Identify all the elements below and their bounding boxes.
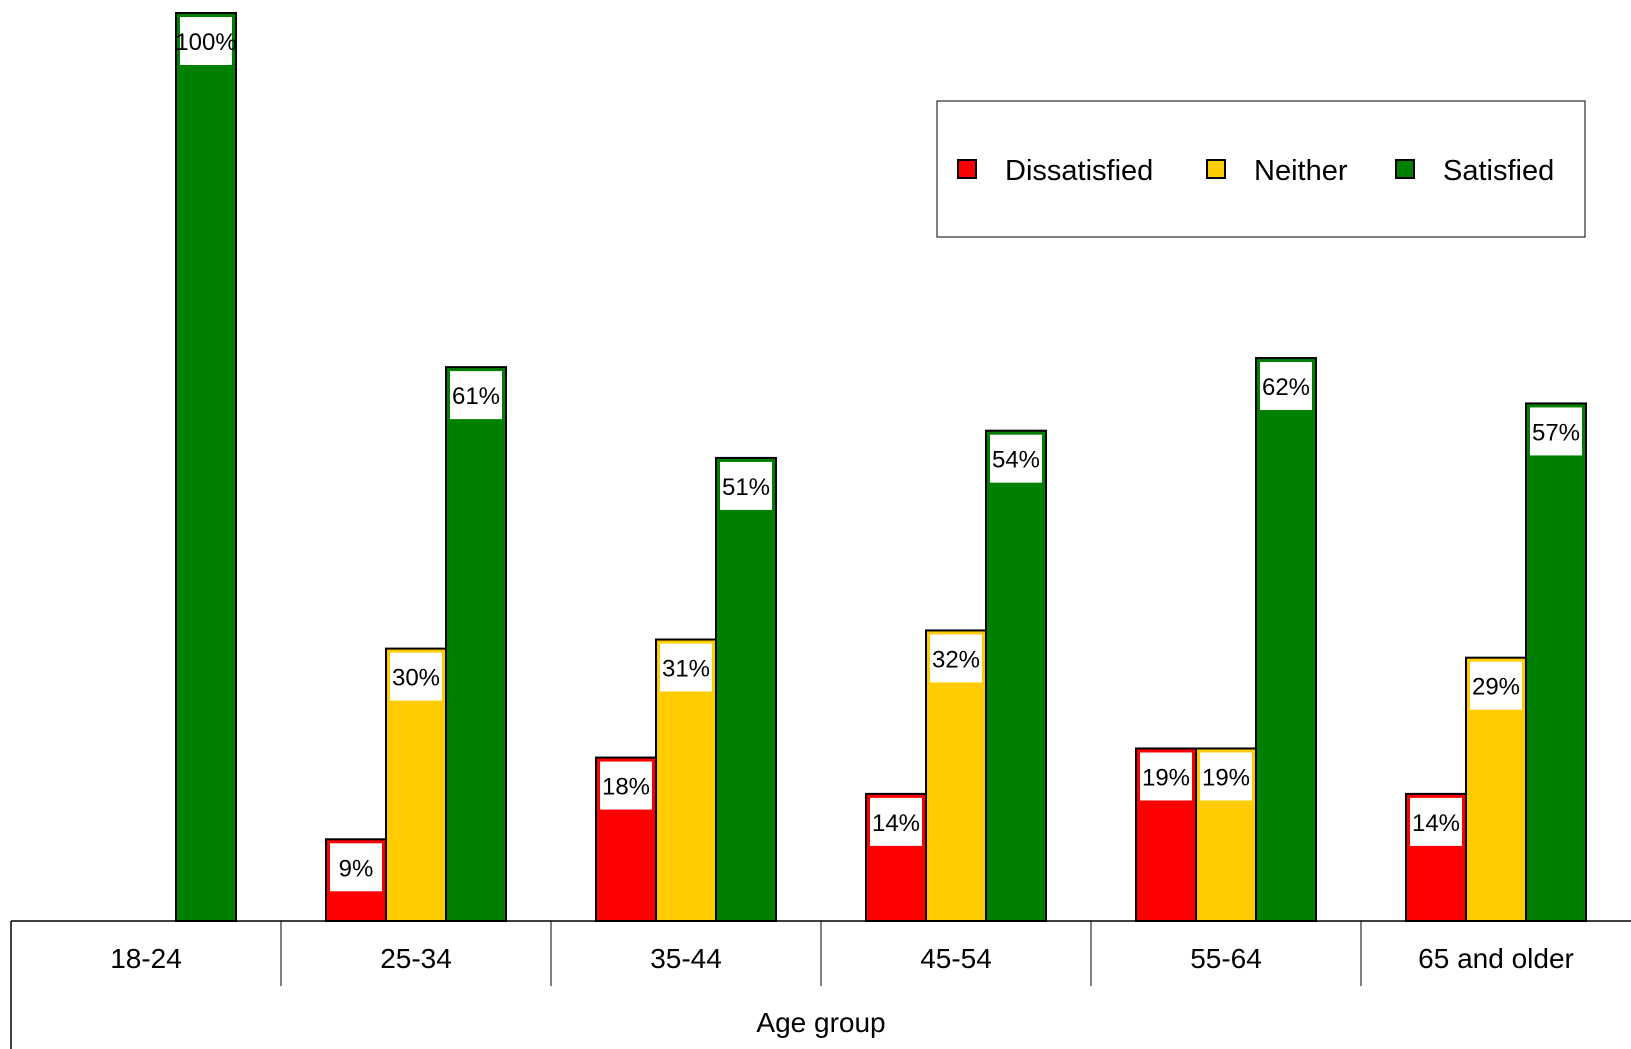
- bar-satisfied-1: [445, 366, 507, 922]
- data-label-box-neither-5: [1470, 661, 1522, 710]
- bar-satisfied-4: [1255, 357, 1317, 923]
- data-label-neither-2: 31%: [662, 656, 710, 683]
- legend: Dissatisfied Neither Satisfied: [936, 100, 1586, 238]
- legend-swatch-dissatisfied: [957, 159, 977, 179]
- bar-satisfied-0: [175, 12, 237, 922]
- x-axis-title: Age group: [756, 1007, 885, 1038]
- data-label-satisfied-0: 100%: [175, 29, 236, 56]
- legend-swatch-satisfied: [1395, 159, 1415, 179]
- data-label-box-satisfied-5: [1530, 407, 1582, 456]
- data-label-box-dissatisfied-5: [1410, 797, 1462, 846]
- x-tick-label-0: 18-24: [110, 943, 182, 974]
- data-label-box-satisfied-0: [180, 17, 232, 65]
- data-label-box-dissatisfied-3: [870, 797, 922, 846]
- x-tick-label-5: 65 and older: [1418, 943, 1574, 974]
- bar-satisfied-5: [1525, 402, 1587, 922]
- data-label-satisfied-1: 61%: [452, 383, 500, 410]
- legend-label-neither: Neither: [1254, 155, 1348, 187]
- x-tick-label-1: 25-34: [380, 943, 452, 974]
- data-label-box-dissatisfied-2: [600, 761, 652, 810]
- legend-label-satisfied: Satisfied: [1443, 155, 1554, 187]
- data-label-neither-4: 19%: [1202, 764, 1250, 791]
- data-label-box-neither-4: [1200, 752, 1252, 801]
- data-label-neither-5: 29%: [1472, 674, 1520, 701]
- x-axis: 18-24 25-34 35-44 45-54 55-64 65 and older Age…: [10, 920, 1631, 1049]
- data-label-dissatisfied-4: 19%: [1142, 764, 1190, 791]
- data-label-neither-3: 32%: [932, 646, 980, 673]
- legend-label-dissatisfied: Dissatisfied: [1005, 155, 1153, 187]
- bars-layer: 100% 9% 30% 61% 18% 31% 51% 14% 32% 54% 19% 19% 62% 1…: [175, 12, 1587, 923]
- data-label-box-satisfied-2: [720, 461, 772, 510]
- data-label-satisfied-5: 57%: [1532, 419, 1580, 446]
- x-tick-label-3: 45-54: [920, 943, 992, 974]
- data-label-dissatisfied-5: 14%: [1412, 810, 1460, 837]
- bar-satisfied-2: [715, 456, 777, 922]
- data-label-box-satisfied-3: [990, 434, 1042, 483]
- data-label-satisfied-2: 51%: [722, 474, 770, 501]
- legend-box: [936, 100, 1586, 238]
- data-label-box-dissatisfied-4: [1140, 752, 1192, 801]
- x-tick-label-4: 55-64: [1190, 943, 1262, 974]
- data-label-box-neither-1: [390, 652, 442, 701]
- data-label-box-dissatisfied-1: [330, 843, 382, 892]
- data-label-dissatisfied-2: 18%: [602, 774, 650, 801]
- data-label-box-satisfied-1: [450, 371, 502, 420]
- x-tick-label-2: 35-44: [650, 943, 722, 974]
- data-label-satisfied-4: 62%: [1262, 374, 1310, 401]
- data-label-box-satisfied-4: [1260, 362, 1312, 411]
- data-label-satisfied-3: 54%: [992, 447, 1040, 474]
- data-label-dissatisfied-3: 14%: [872, 810, 920, 837]
- data-label-dissatisfied-1: 9%: [339, 855, 374, 882]
- data-label-box-neither-2: [660, 643, 712, 692]
- data-label-neither-1: 30%: [392, 665, 440, 692]
- data-label-box-neither-3: [930, 634, 982, 683]
- bar-satisfied-3: [985, 429, 1047, 922]
- legend-swatch-neither: [1206, 159, 1226, 179]
